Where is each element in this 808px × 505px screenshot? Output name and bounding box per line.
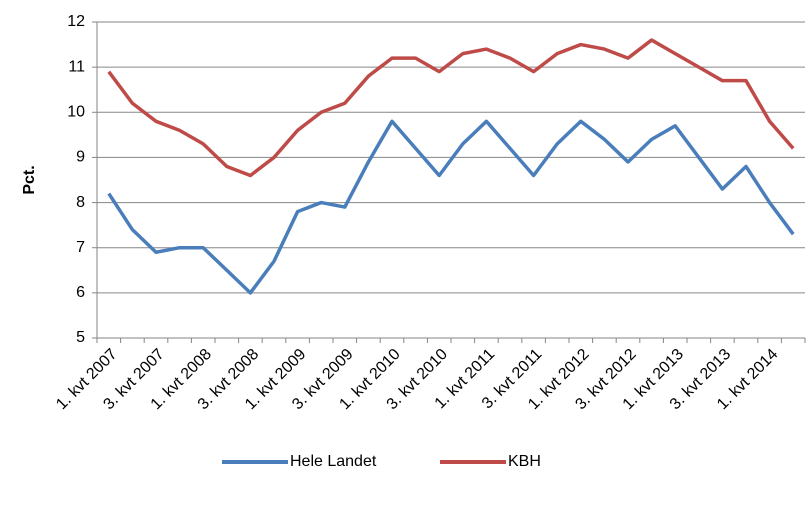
y-tick-label: 5 (76, 329, 85, 346)
series-line (107, 38, 795, 178)
y-tick-label: 6 (76, 284, 85, 301)
legend-label: KBH (508, 453, 541, 470)
y-tick-label: 11 (68, 58, 85, 75)
series-line (107, 119, 795, 295)
y-tick-label: 7 (76, 239, 85, 256)
y-tick-label: 8 (76, 194, 85, 211)
legend-label: Hele Landet (290, 453, 377, 470)
y-axis-label: Pct. (21, 165, 38, 194)
y-tick-label: 9 (76, 149, 85, 166)
y-tick-label: 12 (67, 13, 85, 30)
y-tick-label: 10 (67, 104, 85, 121)
